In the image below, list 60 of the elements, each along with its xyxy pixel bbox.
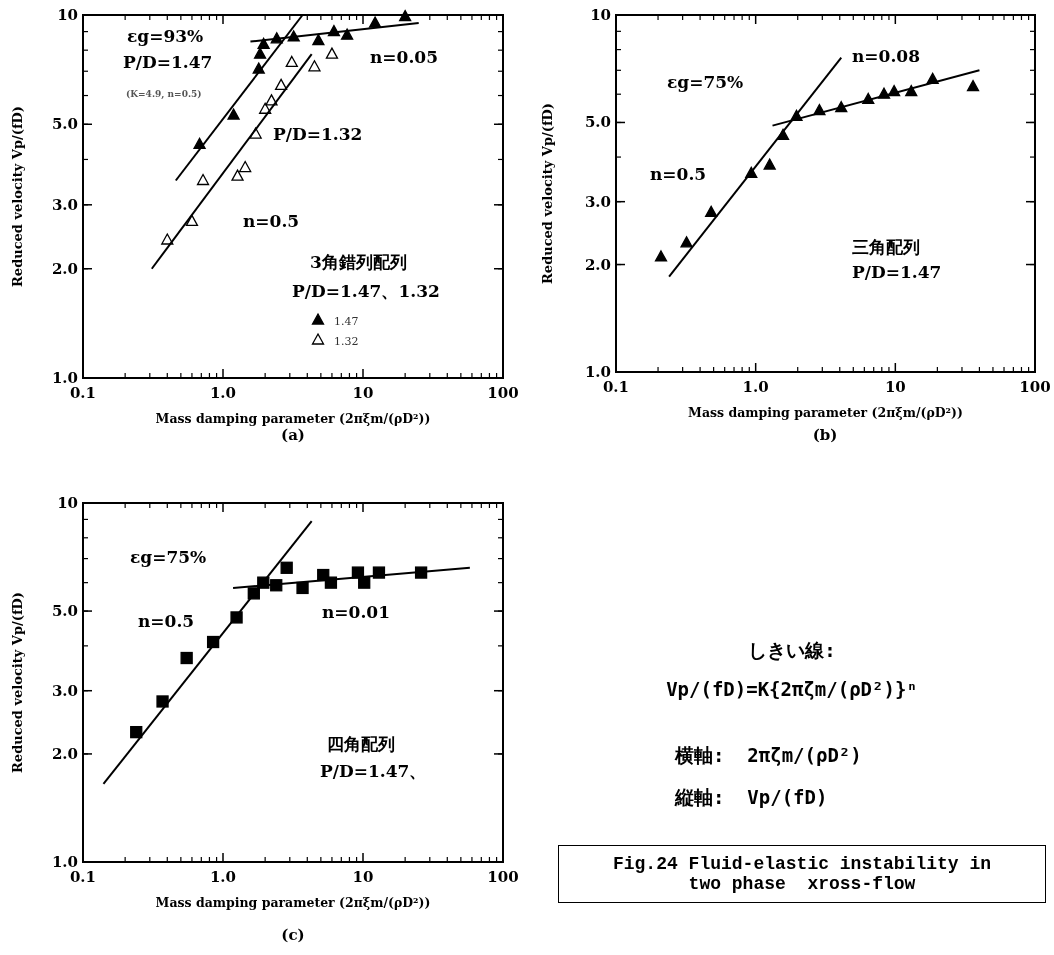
annotation: n=0.5 xyxy=(243,211,300,231)
x-tick-label: 1.0 xyxy=(742,378,769,396)
x-tick-label: 10 xyxy=(352,868,374,886)
y-tick-label: 1.0 xyxy=(51,853,78,871)
x-tick-label: 0.1 xyxy=(69,384,97,402)
y-tick-label: 2.0 xyxy=(51,744,78,763)
text: Fig.24 Fluid-elastic instability in two phase xross-flow xyxy=(558,845,1046,903)
annotation: P/D=1.47、 xyxy=(320,761,427,781)
legend-label: 1.32 xyxy=(334,335,359,348)
x-tick-label: 100 xyxy=(487,384,519,402)
annotation: 三角配列 xyxy=(852,237,920,257)
x-tick-label: 10 xyxy=(884,378,906,396)
annotation: n=0.5 xyxy=(138,611,195,631)
x-tick-label: 100 xyxy=(1019,378,1051,396)
y-tick-label: 5.0 xyxy=(51,602,78,621)
annotation: P/D=1.47 xyxy=(852,262,942,282)
annotation: εg=93% xyxy=(127,26,204,46)
x-tick-label: 1.0 xyxy=(209,868,237,886)
y-tick-label: 3.0 xyxy=(51,195,78,214)
text: しきい線: xyxy=(747,638,837,663)
y-tick-label: 5.0 xyxy=(584,113,611,132)
annotation: n=0.01 xyxy=(322,602,391,622)
x-tick-label: 10 xyxy=(352,384,374,402)
x-axis-title: Mass damping parameter (2πξm/(ρD²)) xyxy=(688,405,963,420)
text: Vp/(fD)=K{2πζm/(ρD²)}ⁿ xyxy=(665,678,919,700)
annotation: n=0.5 xyxy=(650,164,707,184)
y-tick-label: 10 xyxy=(57,6,78,24)
annotation: 四角配列 xyxy=(327,734,395,754)
annotation: 3角錯列配列 xyxy=(310,252,407,272)
x-tick-label: 1.0 xyxy=(209,384,237,402)
x-axis-title: Mass damping parameter (2πξm/(ρD²)) xyxy=(155,895,431,910)
annotation: εg=75% xyxy=(130,547,207,567)
y-axis-title: Reduced velocity Vp/(fD) xyxy=(10,592,25,773)
x-tick-label: 100 xyxy=(487,868,519,886)
text: (c) xyxy=(281,926,305,944)
y-tick-label: 3.0 xyxy=(51,681,78,700)
text: (b) xyxy=(812,426,838,444)
y-tick-label: 3.0 xyxy=(584,192,611,211)
y-tick-label: 1.0 xyxy=(584,363,611,381)
y-tick-label: 10 xyxy=(57,494,78,512)
text: 横軸: 2πζm/(ρD²) xyxy=(675,743,862,768)
text: 縦軸: Vp/(fD) xyxy=(675,785,828,810)
annotation: P/D=1.47 xyxy=(123,52,213,72)
y-tick-label: 10 xyxy=(590,6,611,24)
y-axis-title: Reduced velocity Vp/(fD) xyxy=(10,106,25,287)
legend-label: 1.47 xyxy=(334,315,359,328)
x-tick-label: 0.1 xyxy=(69,868,97,886)
y-tick-label: 5.0 xyxy=(51,115,78,134)
y-axis-title: Reduced velocity Vp/(fD) xyxy=(540,103,555,284)
annotation: P/D=1.32 xyxy=(273,124,363,144)
annotation: n=0.08 xyxy=(852,46,921,66)
x-tick-label: 0.1 xyxy=(602,378,630,396)
y-tick-label: 2.0 xyxy=(51,259,78,278)
annotation: n=0.05 xyxy=(370,47,439,67)
annotation: (K=4.9, n=0.5) xyxy=(126,89,202,100)
annotation: εg=75% xyxy=(667,72,744,92)
text: (a) xyxy=(281,426,305,444)
y-tick-label: 2.0 xyxy=(584,255,611,274)
annotation: P/D=1.47、1.32 xyxy=(292,281,440,301)
x-axis-title: Mass damping parameter (2πξm/(ρD²)) xyxy=(155,411,431,426)
